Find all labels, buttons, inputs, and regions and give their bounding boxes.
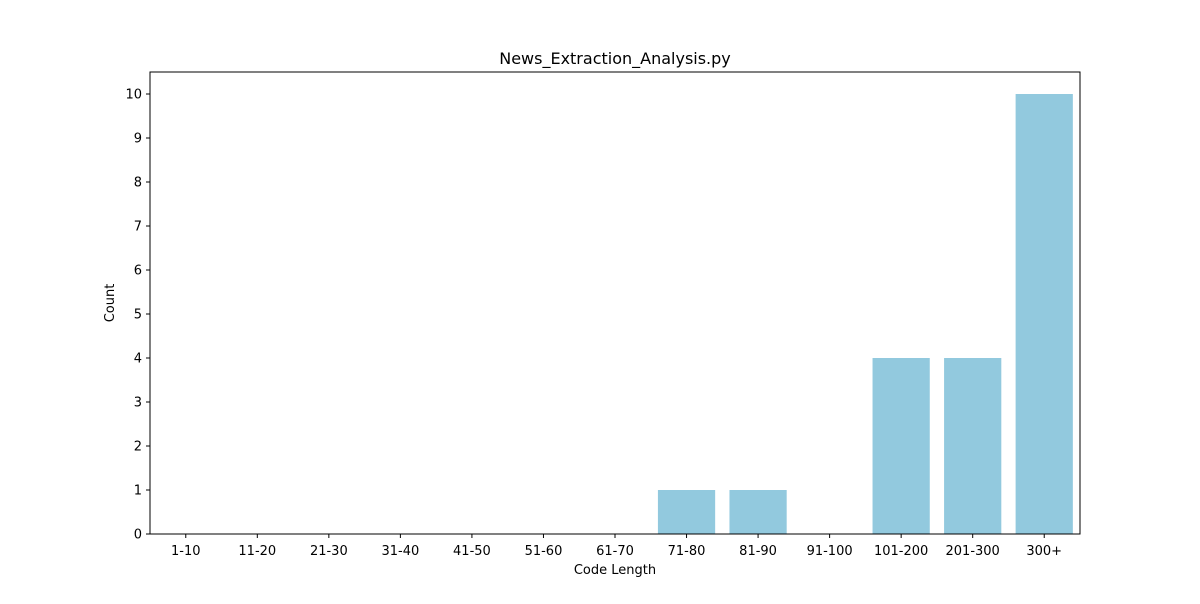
- x-tick-label: 51-60: [525, 544, 563, 559]
- plot-frame: [149, 71, 1081, 535]
- x-tick-label: 201-300: [946, 544, 1000, 559]
- y-tick-label: 8: [134, 176, 142, 191]
- bar-300+: [1015, 94, 1073, 534]
- y-axis-ticks: 0 1 2 3 4 5 6 7 8 9 10: [125, 88, 150, 543]
- bar-201-300: [944, 358, 1002, 534]
- y-tick-label: 5: [134, 308, 142, 323]
- x-tick-label: 41-50: [453, 544, 491, 559]
- x-tick-label: 300+: [1026, 544, 1062, 559]
- y-tick-label: 0: [134, 528, 142, 543]
- y-tick-label: 2: [134, 440, 142, 455]
- x-tick-label: 11-20: [238, 544, 276, 559]
- x-tick-label: 61-70: [596, 544, 634, 559]
- x-axis-ticks: 1-10 11-20 21-30 31-40 41-50 51-60 61-70 71-80 8…: [171, 534, 1062, 559]
- x-tick-label: 31-40: [381, 544, 419, 559]
- y-tick-label: 1: [134, 484, 142, 499]
- chart-title: News_Extraction_Analysis.py: [499, 49, 731, 69]
- y-axis-label: Count: [103, 284, 118, 323]
- bars-layer: [657, 94, 1073, 534]
- x-axis-label: Code Length: [574, 563, 656, 578]
- x-tick-label: 81-90: [739, 544, 777, 559]
- x-tick-label: 71-80: [668, 544, 706, 559]
- bar-101-200: [872, 358, 930, 534]
- bar-71-80: [657, 490, 716, 534]
- x-tick-label: 21-30: [310, 544, 348, 559]
- y-tick-label: 3: [134, 396, 142, 411]
- y-tick-label: 4: [134, 352, 142, 367]
- y-tick-label: 6: [134, 264, 142, 279]
- x-tick-label: 101-200: [874, 544, 928, 559]
- y-tick-label: 9: [134, 132, 142, 147]
- x-tick-label: 91-100: [807, 544, 853, 559]
- bar-81-90: [729, 490, 787, 534]
- y-tick-label: 7: [134, 220, 142, 235]
- x-tick-label: 1-10: [171, 544, 201, 559]
- y-tick-label: 10: [125, 88, 142, 103]
